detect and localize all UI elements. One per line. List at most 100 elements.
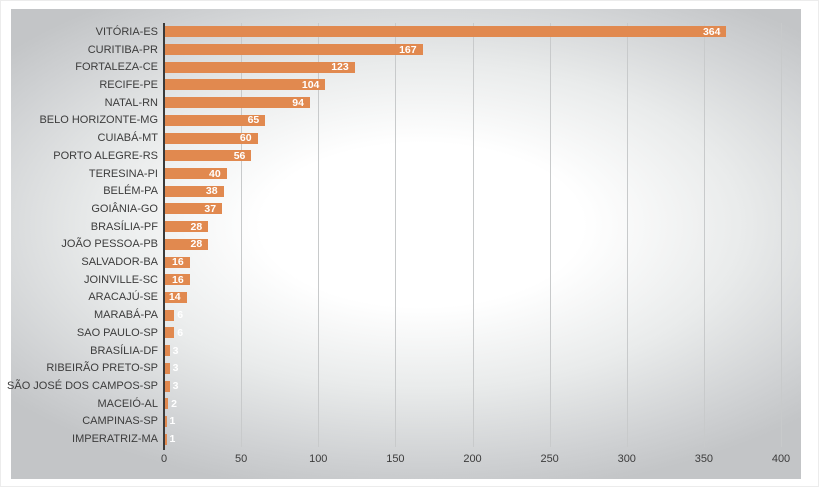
bar: 123 <box>165 61 355 73</box>
bar-value-label: 37 <box>204 202 217 215</box>
bar: 1 <box>165 433 175 445</box>
category-label: IMPERATRIZ-MA <box>72 433 158 446</box>
bar-value-label: 364 <box>702 25 721 38</box>
bar-value-label: 3 <box>172 344 179 357</box>
x-tick-label: 350 <box>694 453 714 465</box>
category-label: PORTO ALEGRE-RS <box>53 149 158 162</box>
bar-value-label: 104 <box>301 78 320 91</box>
bar-value-label: 2 <box>171 397 177 410</box>
category-label: BELÉM-PA <box>103 185 158 198</box>
category-label: BRASÍLIA-DF <box>90 344 158 357</box>
category-label: NATAL-RN <box>104 96 158 109</box>
bar-value-label: 28 <box>190 238 203 251</box>
x-tick-label: 100 <box>309 453 328 465</box>
x-tick-label: 250 <box>540 453 559 465</box>
gridline <box>241 23 243 447</box>
bar-row: PORTO ALEGRE-RS 56 <box>11 147 801 165</box>
bar-value-label: 1 <box>169 415 176 428</box>
category-label: MARABÁ-PA <box>94 309 158 322</box>
chart-plot-background: VITÓRIA-ES 364 CURITIBA-PR 167 FORTALEZA-CE 1… <box>7 9 801 479</box>
bar: 28 <box>165 220 209 233</box>
bar-row: VITÓRIA-ES 364 <box>11 23 801 41</box>
bar-value-label: 60 <box>239 131 252 144</box>
category-label: JOINVILLE-SC <box>84 273 158 286</box>
category-label: SÃO JOSÉ DOS CAMPOS-SP <box>7 380 158 392</box>
bar: 60 <box>165 131 258 144</box>
gridline <box>626 23 628 447</box>
bar-row: BRASÍLIA-PF 28 <box>11 218 801 236</box>
category-label: BRASÍLIA-PF <box>90 220 158 233</box>
x-tick-label: 150 <box>386 453 405 465</box>
bar-row: BRASÍLIA-DF 3 <box>11 342 801 360</box>
bar: 56 <box>165 149 252 162</box>
bar-row: BELÉM-PA 38 <box>11 182 801 200</box>
bar-row: IMPERATRIZ-MA 1 <box>11 430 801 448</box>
x-tick-label: 0 <box>160 453 168 465</box>
bar-value-label: 65 <box>247 114 260 127</box>
category-label: BELO HORIZONTE-MG <box>39 114 158 127</box>
bar-row: TERESINA-PI 40 <box>11 165 801 183</box>
x-tick-label: 400 <box>771 453 791 465</box>
bar: 104 <box>165 78 326 91</box>
gridline <box>549 23 551 447</box>
bar-row: SAO PAULO-SP 6 <box>11 324 801 342</box>
bar-row: BELO HORIZONTE-MG 65 <box>11 112 801 130</box>
bar: 1 <box>165 415 175 427</box>
category-label: CURITIBA-PR <box>87 43 158 56</box>
bar-value-label: 16 <box>171 273 184 286</box>
bar-value-label: 1 <box>169 432 176 445</box>
bar: 37 <box>165 202 223 215</box>
bar: 3 <box>165 380 178 392</box>
bar-value-label: 28 <box>190 220 203 233</box>
bar: 6 <box>165 327 183 339</box>
bar-row: CURITIBA-PR 167 <box>11 41 801 59</box>
bar-row: CUIABÁ-MT 60 <box>11 129 801 147</box>
bar: 40 <box>165 168 227 179</box>
category-label: SAO PAULO-SP <box>76 326 158 339</box>
bar-row: RECIFE-PE 104 <box>11 76 801 94</box>
category-label: JOÃO PESSOA-PB <box>61 238 158 251</box>
bar-value-label: 3 <box>172 379 179 392</box>
bar-row: NATAL-RN 94 <box>11 94 801 112</box>
bar-row: MACEIÓ-AL 2 <box>11 395 801 413</box>
bar-value-label: 16 <box>171 255 184 268</box>
bar: 65 <box>165 114 266 127</box>
category-label: FORTALEZA-CE <box>75 61 158 74</box>
bar-value-label: 3 <box>172 362 179 375</box>
bar: 16 <box>165 255 190 268</box>
bar-value-label: 14 <box>168 291 181 304</box>
bar-row: FORTALEZA-CE 123 <box>11 58 801 76</box>
bar: 38 <box>165 185 224 197</box>
bar-row: RIBEIRÃO PRETO-SP 3 <box>11 359 801 377</box>
y-axis-line <box>163 23 165 450</box>
bar-row: SÃO JOSÉ DOS CAMPOS-SP 3 <box>7 377 801 395</box>
bar: 364 <box>165 25 727 38</box>
x-tick-label: 300 <box>617 453 636 465</box>
gridline <box>472 23 474 447</box>
bar: 28 <box>165 238 209 251</box>
category-label: CUIABÁ-MT <box>97 132 159 145</box>
category-label: VITÓRIA-ES <box>95 25 158 38</box>
x-tick-label: 50 <box>235 453 248 465</box>
bar: 94 <box>165 97 310 109</box>
category-label: CAMPINAS-SP <box>82 415 158 428</box>
x-tick-label: 200 <box>463 453 482 465</box>
gridline <box>395 23 397 447</box>
category-label: ARACAJÚ-SE <box>88 291 158 304</box>
bar-row: ARACAJÚ-SE 14 <box>11 289 801 307</box>
bar-row: CAMPINAS-SP 1 <box>11 413 801 431</box>
category-label: MACEIÓ-AL <box>97 397 158 410</box>
bar: 2 <box>165 398 177 410</box>
bar-row: JOÃO PESSOA-PB 28 <box>11 236 801 254</box>
bar-row: JOINVILLE-SC 16 <box>11 271 801 289</box>
bar-row: GOIÂNIA-GO 37 <box>11 200 801 218</box>
bar-value-label: 167 <box>399 43 417 56</box>
bar-value-label: 40 <box>209 167 221 180</box>
bar: 3 <box>165 362 178 374</box>
gridline <box>703 23 705 447</box>
bar: 167 <box>165 43 423 56</box>
bar: 14 <box>165 291 187 304</box>
bar-value-label: 6 <box>177 308 184 321</box>
bar-value-label: 56 <box>233 149 246 162</box>
